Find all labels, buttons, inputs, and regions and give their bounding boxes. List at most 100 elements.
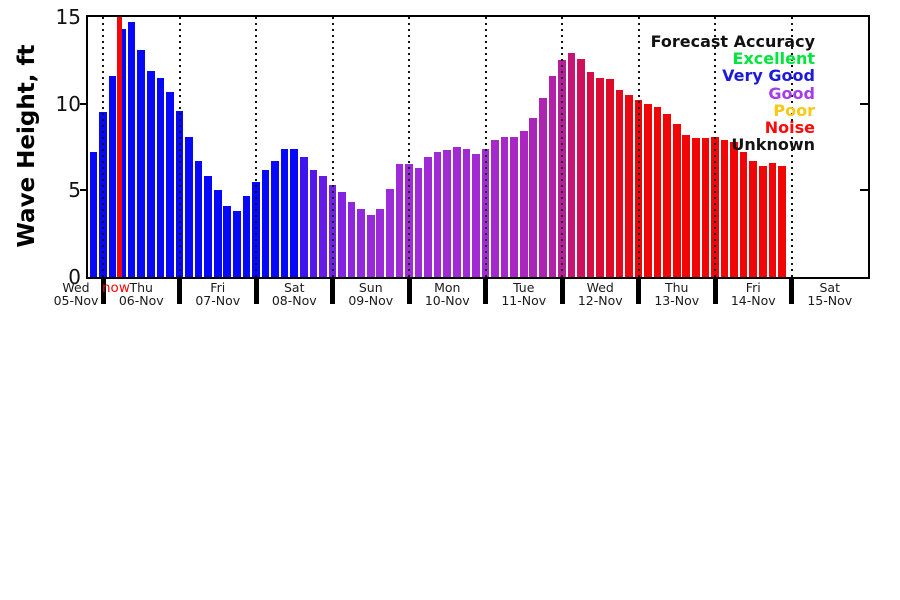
x-day-label: Wed 12-Nov: [578, 280, 623, 308]
day-boundary-gridline: [714, 17, 716, 277]
day-boundary-tick: [559, 277, 565, 304]
x-day-weekday: Sat: [819, 280, 841, 295]
x-day-label: Wed 05-Nov: [54, 280, 99, 308]
legend-entry-noise: Noise: [764, 118, 815, 138]
bar: [758, 166, 767, 277]
bar: [510, 136, 518, 277]
y-tick-mark-left: [80, 102, 88, 105]
y-axis-label: Wave Height, ft: [14, 44, 40, 248]
day-boundary-gridline: [561, 17, 563, 277]
now-line: [117, 17, 122, 277]
bar: [443, 150, 451, 277]
x-day-weekday: Mon: [434, 280, 461, 295]
bar: [347, 202, 356, 277]
day-boundary-gridline: [790, 17, 793, 277]
bar: [433, 152, 442, 277]
bar: [127, 22, 136, 277]
bar: [682, 134, 691, 277]
day-boundary-tick: [483, 277, 488, 304]
y-tick-label: 0: [68, 265, 81, 289]
day-boundary-gridline: [255, 17, 257, 277]
bar: [280, 148, 289, 277]
day-boundary-tick: [177, 277, 182, 304]
bar: [338, 192, 346, 277]
y-tick-mark-left: [80, 189, 88, 192]
bar: [663, 114, 671, 277]
x-day-weekday: Fri: [210, 280, 226, 295]
y-tick-label: 10: [55, 91, 81, 116]
bar: [701, 138, 710, 277]
day-boundary-tick: [636, 277, 641, 304]
bar: [653, 107, 662, 277]
bar: [605, 79, 614, 277]
day-boundary-gridline: [331, 17, 334, 277]
x-day-date: 07-Nov: [195, 293, 241, 309]
bar: [672, 124, 681, 277]
bar: [462, 148, 471, 277]
bar: [156, 77, 165, 277]
bar: [730, 141, 738, 277]
legend-entry-poor: Poor: [773, 100, 815, 120]
bar: [261, 169, 270, 277]
x-day-label: Sun 09-Nov: [348, 280, 394, 309]
bar: [213, 190, 222, 277]
x-day-label: Mon 10-Nov: [424, 280, 470, 309]
bar: [414, 167, 423, 277]
bar: [491, 140, 499, 277]
bar: [567, 53, 576, 277]
x-day-weekday: Wed: [586, 280, 614, 295]
x-day-weekday: Sun: [358, 280, 383, 295]
now-label: now: [102, 280, 130, 296]
bar: [271, 160, 279, 277]
bar: [529, 117, 538, 277]
bar: [118, 29, 126, 277]
day-boundary-tick: [100, 277, 106, 304]
day-boundary-tick: [789, 277, 794, 304]
x-day-date: 14-Nov: [730, 293, 776, 309]
bar: [319, 176, 327, 277]
bar: [309, 169, 318, 277]
day-boundary-tick: [406, 277, 412, 304]
bar: [548, 75, 557, 277]
bar: [223, 205, 232, 277]
legend-entry-good: Good: [768, 83, 815, 103]
day-boundary-tick: [253, 277, 259, 304]
x-day-date: 15-Nov: [807, 293, 853, 309]
bar: [376, 209, 385, 277]
x-day-weekday: Wed: [62, 280, 90, 295]
x-day-weekday: Tue: [513, 280, 535, 295]
x-day-date: 09-Nov: [348, 293, 394, 309]
x-day-label: Sat 15-Nov: [807, 280, 853, 309]
bar: [89, 152, 98, 277]
legend-title: Forecast Accuracy: [650, 32, 815, 51]
bar: [768, 162, 777, 277]
bar: [500, 136, 509, 277]
bar: [137, 49, 145, 277]
x-day-date: 13-Nov: [654, 293, 700, 309]
bar: [739, 152, 748, 277]
legend: Forecast Accuracy Excellent Very Good Good P…: [650, 32, 815, 155]
day-boundary-gridline: [408, 17, 410, 277]
x-day-label: Fri 07-Nov: [195, 280, 241, 309]
x-day-weekday: Fri: [745, 280, 761, 295]
x-day-weekday: Sat: [284, 280, 305, 295]
bar: [299, 157, 308, 277]
bar: [366, 214, 375, 277]
day-boundary-gridline: [178, 17, 181, 277]
day-boundary-tick: [330, 277, 335, 304]
x-day-date: 11-Nov: [501, 293, 547, 309]
bar: [778, 166, 786, 277]
bar: [194, 160, 203, 277]
bar: [242, 195, 251, 277]
y-tick-mark-right: [860, 189, 868, 192]
x-day-date: 10-Nov: [424, 293, 470, 309]
plot-area: now 0 5 10 15 Wed 05-Nov Thu 06-Nov Fri 07-Nov Sat 0…: [54, 7, 870, 307]
bar: [185, 136, 193, 277]
day-boundary-gridline: [637, 17, 640, 277]
x-day-date: 08-Nov: [271, 293, 317, 309]
bar: [625, 95, 633, 277]
legend-entry-unknown: Unknown: [731, 135, 815, 155]
x-day-label: Thu 13-Nov: [654, 281, 700, 309]
day-boundary-tick: [712, 277, 718, 304]
